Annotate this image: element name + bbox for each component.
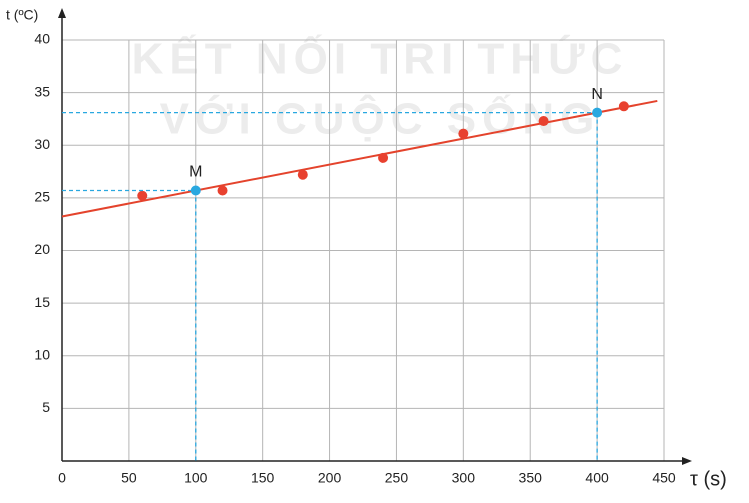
- data-point: [217, 185, 228, 196]
- y-tick-label: 20: [34, 241, 50, 257]
- data-point: [458, 128, 469, 139]
- x-tick-label: 100: [184, 470, 208, 486]
- data-point: [297, 169, 308, 180]
- data-point: [137, 190, 148, 201]
- y-axis-arrow: [58, 8, 66, 18]
- y-tick-label: 25: [34, 189, 50, 205]
- fit-line: [61, 99, 658, 218]
- point-label: N: [591, 86, 603, 103]
- x-tick-label: 400: [585, 470, 609, 486]
- y-axis-label: t (ºC): [6, 7, 38, 23]
- point-label: M: [189, 164, 202, 181]
- x-tick-label: 150: [251, 470, 275, 486]
- x-tick-label: 450: [652, 470, 676, 486]
- data-point: [618, 101, 629, 112]
- data-point: [378, 152, 389, 163]
- x-tick-label: 200: [318, 470, 342, 486]
- y-tick-label: 15: [34, 294, 50, 310]
- x-tick-label: 300: [452, 470, 476, 486]
- y-tick-label: 40: [34, 31, 50, 47]
- y-tick-label: 35: [34, 83, 50, 99]
- x-tick-label: 50: [121, 470, 137, 486]
- y-tick-label: 5: [42, 399, 50, 415]
- x-axis-label: τ (s): [690, 468, 727, 490]
- data-point: [538, 116, 549, 127]
- marked-point: [190, 185, 201, 196]
- watermark: VỚI CUỘC SỐNG: [160, 93, 601, 144]
- watermark: KẾT NỐI TRI THỨC: [132, 33, 629, 84]
- y-tick-label: 10: [34, 346, 50, 362]
- y-tick-label: 30: [34, 136, 50, 152]
- x-tick-label: 250: [385, 470, 409, 486]
- x-tick-label: 0: [58, 470, 66, 486]
- x-axis-arrow: [682, 457, 692, 465]
- x-tick-label: 350: [519, 470, 543, 486]
- marked-point: [592, 107, 603, 118]
